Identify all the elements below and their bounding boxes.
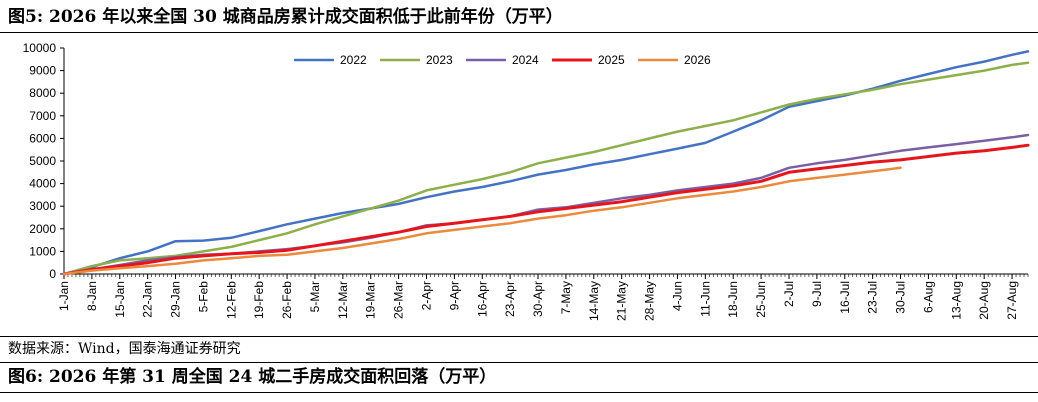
y-tick-label: 3000 — [29, 199, 56, 213]
source-note: 数据来源：Wind，国泰海通证券研究 — [8, 341, 241, 357]
x-tick-label: 11-Jun — [698, 281, 712, 317]
y-tick-label: 8000 — [29, 86, 56, 100]
x-tick-label: 23-Jul — [866, 281, 880, 314]
chart-axes: 0 1000 2000 3000 4000 5000 6000 7000 8000 9000 100… — [23, 41, 1029, 321]
y-tick-label: 4000 — [29, 177, 56, 191]
series-line-2023 — [62, 61, 1030, 276]
x-tick-label: 16-Apr — [475, 281, 489, 317]
legend-label-2026: 2026 — [684, 53, 711, 67]
legend-label-2025: 2025 — [598, 53, 625, 67]
series-line-2026 — [62, 166, 902, 276]
x-tick-label: 9-Apr — [447, 281, 461, 310]
x-tick-label: 16-Jul — [838, 281, 852, 314]
x-tick-label: 15-Jan — [113, 281, 127, 318]
y-tick-label: 1000 — [29, 244, 56, 258]
x-tick-label: 1-Jan — [57, 281, 71, 311]
x-tick-label: 7-May — [559, 281, 573, 314]
cumulative-transaction-chart: 0 1000 2000 3000 4000 5000 6000 7000 8000 9000 100… — [23, 41, 1030, 321]
x-tick-label: 8-Jan — [85, 281, 99, 311]
x-tick-label: 26-Mar — [392, 281, 406, 319]
legend-label-2022: 2022 — [340, 53, 367, 67]
title-underline-2 — [0, 392, 1038, 393]
series-line-2022 — [62, 50, 1030, 276]
x-tick-label: 2-Apr — [419, 281, 433, 310]
x-tick-label: 18-Jun — [726, 281, 740, 318]
y-tick-label: 0 — [49, 267, 56, 281]
series-line-2025 — [62, 143, 1030, 276]
x-tick-label: 23-Apr — [503, 281, 517, 317]
series-line-2024 — [62, 133, 1030, 276]
y-tick-label: 9000 — [29, 64, 56, 78]
x-tick-label: 9-Jul — [810, 281, 824, 307]
figure-6-title: 图6: 2026 年第 31 周全国 24 城二手房成交面积回落（万平） — [8, 367, 497, 387]
x-tick-label: 14-May — [587, 281, 601, 321]
y-tick-label: 6000 — [29, 131, 56, 145]
x-tick-label: 20-Aug — [977, 281, 991, 320]
x-tick-label: 6-Aug — [921, 281, 935, 313]
x-tick-label: 12-Mar — [336, 281, 350, 319]
x-tick-label: 19-Mar — [364, 281, 378, 319]
x-tick-label: 21-May — [615, 281, 629, 321]
x-tick-label: 5-Mar — [308, 281, 322, 312]
x-tick-label: 25-Jun — [754, 281, 768, 318]
legend-label-2023: 2023 — [426, 53, 453, 67]
chart-legend: 2022 2023 2024 2025 2026 — [294, 53, 711, 67]
x-tick-label: 27-Aug — [1005, 281, 1019, 320]
chart-series-lines — [62, 50, 1030, 276]
x-tick-label: 30-Jul — [894, 281, 908, 314]
section-divider — [0, 362, 1038, 363]
x-tick-label: 12-Feb — [224, 281, 238, 319]
x-tick-label: 30-Apr — [531, 281, 545, 317]
chart-bottom-rule — [0, 336, 1038, 337]
x-tick-label: 22-Jan — [141, 281, 155, 318]
y-tick-label: 10000 — [23, 41, 57, 55]
y-tick-label: 2000 — [29, 222, 56, 236]
x-tick-label: 4-Jun — [670, 281, 684, 311]
figure-5-title: 图5: 2026 年以来全国 30 城商品房累计成交面积低于此前年份（万平） — [8, 7, 563, 27]
x-tick-label: 29-Jan — [169, 281, 183, 318]
title-underline — [0, 32, 1038, 33]
x-tick-label: 13-Aug — [949, 281, 963, 320]
x-tick-label: 19-Feb — [252, 281, 266, 319]
x-tick-label: 5-Feb — [196, 281, 210, 313]
x-tick-label: 26-Feb — [280, 281, 294, 319]
x-tick-label: 28-May — [643, 281, 657, 321]
x-tick-label: 2-Jul — [782, 281, 796, 307]
y-tick-label: 7000 — [29, 109, 56, 123]
legend-label-2024: 2024 — [512, 53, 539, 67]
y-tick-label: 5000 — [29, 154, 56, 168]
